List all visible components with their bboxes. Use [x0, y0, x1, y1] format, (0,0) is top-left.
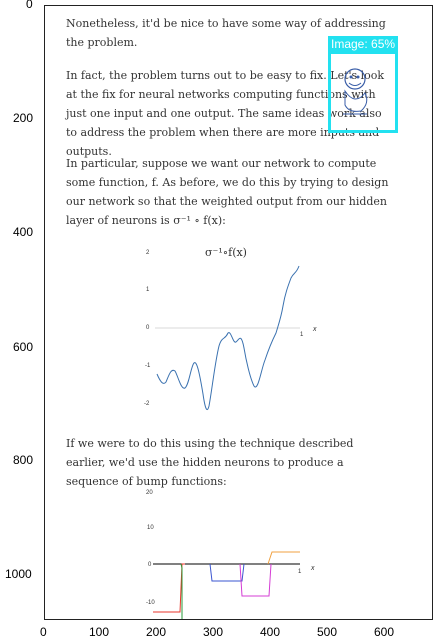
x-tick: 0: [40, 625, 47, 639]
cartoon-image: [343, 68, 368, 115]
y-tick: 400: [13, 225, 34, 239]
figure1-y-label: 0: [146, 325, 150, 331]
bump-magenta: [239, 563, 272, 597]
figure1-curve: [156, 265, 300, 410]
figure1-y-label: -2: [144, 401, 150, 407]
y-tick: 800: [13, 453, 34, 467]
figure1-y-label: -1: [145, 363, 151, 369]
y-tick: 1000: [5, 567, 32, 581]
x-tick: 400: [260, 625, 281, 639]
x-tick: 500: [317, 625, 338, 639]
figure1-x-label: 1: [300, 332, 304, 338]
figure2-x-var: x: [310, 565, 315, 572]
x-tick: 200: [146, 625, 167, 639]
figure2-x-label: 1: [298, 569, 302, 575]
figure-bump-functions: 20 10 0 -10 1 x: [146, 490, 315, 619]
x-tick: 300: [203, 625, 224, 639]
x-tick: 100: [89, 625, 110, 639]
paragraph-1: Nonetheless, it'd be nice to have some w…: [66, 17, 386, 49]
bump-orange: [267, 551, 300, 565]
figure1-y-label: 2: [146, 250, 150, 256]
y-tick: 0: [26, 0, 33, 11]
bump-green: [180, 563, 183, 619]
bump-red: [153, 563, 185, 613]
figure2-y-label: -10: [146, 600, 155, 606]
figure-sigma-inverse-f: σ⁻¹∘f(x) 2 1 0 -1 -2 1 x: [144, 246, 317, 410]
figure1-y-label: 1: [146, 287, 150, 293]
figure2-y-label: 0: [148, 562, 152, 568]
bump-blue: [209, 563, 245, 582]
paragraph-2: In fact, the problem turns out to be eas…: [66, 69, 385, 158]
paragraph-3: In particular, suppose we want our netwo…: [66, 157, 389, 227]
y-tick: 200: [13, 111, 34, 125]
figure2-y-label: 20: [146, 490, 153, 496]
figure1-x-var: x: [312, 326, 317, 333]
detection-box: [328, 51, 398, 133]
detection-label: Image: 65%: [328, 36, 399, 52]
figure1-title: σ⁻¹∘f(x): [205, 246, 247, 259]
figure2-y-label: 10: [147, 525, 154, 531]
paragraph-4: If we were to do this using the techniqu…: [66, 437, 354, 488]
x-tick: 600: [374, 625, 395, 639]
document-frame: Nonetheless, it'd be nice to have some w…: [44, 5, 433, 620]
y-tick: 600: [13, 340, 34, 354]
